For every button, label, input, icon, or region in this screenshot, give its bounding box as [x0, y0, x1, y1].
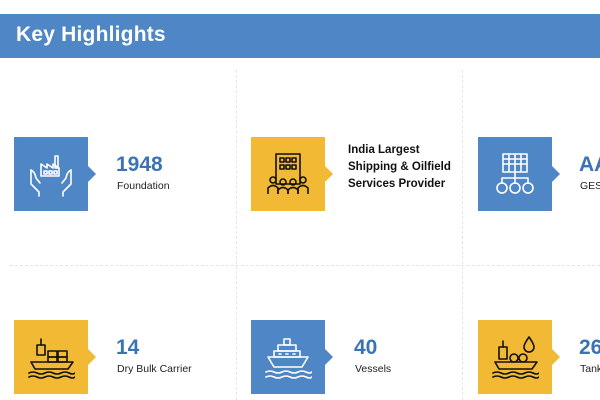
- factory-in-hands-icon: [30, 155, 72, 197]
- header-bar: Key Highlights: [0, 14, 600, 58]
- highlight-label: Dry Bulk Carrier: [117, 363, 192, 375]
- grid-divider: [236, 70, 237, 400]
- highlight-tile: [14, 320, 96, 394]
- building-network-icon: [496, 153, 534, 194]
- highlight-value: 14: [116, 336, 140, 359]
- highlight-value: AA: [579, 153, 600, 176]
- highlight-value: 1948: [116, 153, 163, 176]
- highlight-value: 40: [354, 336, 378, 359]
- highlight-label: GESC: [580, 180, 600, 192]
- highlight-value: 26: [579, 336, 600, 359]
- highlight-label: Foundation: [117, 180, 170, 192]
- cargo-ship-icon: [28, 338, 75, 379]
- highlight-tile: [478, 137, 560, 211]
- tanker-ship-icon: [492, 336, 539, 379]
- office-building-people-icon: [267, 153, 309, 194]
- highlight-tile: [478, 320, 560, 394]
- cruise-ship-icon: [265, 338, 312, 379]
- page-title: Key Highlights: [16, 23, 166, 46]
- highlight-tile: [251, 320, 333, 394]
- highlight-label: Tank: [580, 363, 600, 375]
- highlight-tile: [14, 137, 96, 211]
- grid-divider: [10, 265, 600, 266]
- highlight-tile: [251, 137, 333, 211]
- highlight-label: Vessels: [355, 363, 392, 375]
- highlight-label: India Largest Shipping & Oilfield Servic…: [348, 144, 451, 190]
- grid-divider: [462, 70, 463, 400]
